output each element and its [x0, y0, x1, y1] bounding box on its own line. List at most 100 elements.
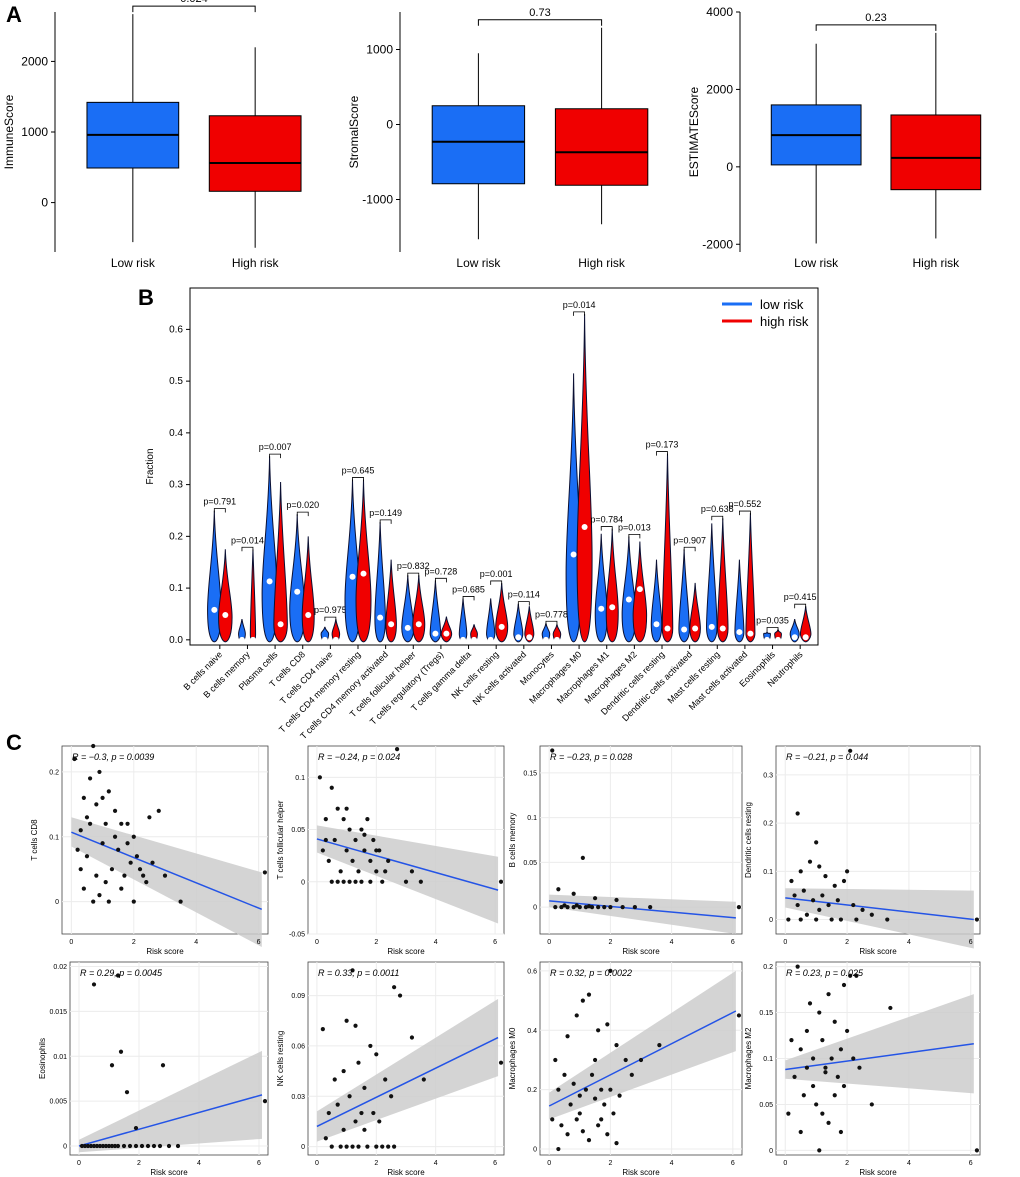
- scatter-chart-c4: 0 2 4 6 0 0.1 0.2 0.3 Risk score Dendritic cells …: [744, 746, 980, 956]
- data-point: [330, 880, 334, 884]
- data-point: [179, 899, 183, 903]
- data-point: [814, 1102, 818, 1106]
- y-tick-label: 0.2: [763, 964, 773, 971]
- p-value-label: p=0.114: [508, 590, 540, 600]
- y-tick-label: 0.6: [527, 968, 537, 975]
- data-point: [845, 869, 849, 873]
- data-point: [851, 903, 855, 907]
- y-tick-label: 0.05: [291, 827, 305, 834]
- data-point: [842, 1084, 846, 1088]
- violin-high-median: [582, 524, 588, 530]
- data-point: [602, 1102, 606, 1106]
- x-axis-label: Risk score: [146, 947, 184, 956]
- violin-high-median: [333, 637, 339, 643]
- y-tick-label: 0: [41, 196, 48, 210]
- data-point: [611, 1111, 615, 1115]
- data-point: [805, 1066, 809, 1070]
- p-value-label: p=0.645: [342, 465, 375, 475]
- data-point: [789, 1038, 793, 1042]
- data-point: [368, 859, 372, 863]
- y-tick-label: 0.1: [295, 775, 305, 782]
- data-point: [362, 1128, 366, 1132]
- scatter-chart-c6: 0 2 4 6 0 0.03 0.06 0.09 Risk score NK cells rest…: [276, 962, 504, 1177]
- y-tick-label: 0.2: [49, 769, 59, 776]
- y-tick-label: 0.3: [169, 480, 183, 491]
- data-point: [562, 903, 566, 907]
- data-point: [100, 841, 104, 845]
- data-point: [91, 899, 95, 903]
- data-point: [737, 1013, 741, 1017]
- violin-high: [219, 549, 233, 642]
- p-value-label: p=0.173: [646, 440, 679, 450]
- data-point: [353, 1119, 357, 1123]
- correlation-annotation: R = −0.24, p = 0.024: [318, 752, 400, 762]
- violin-high-median: [361, 571, 367, 577]
- violin-low-median: [571, 551, 577, 557]
- y-tick-label: 4000: [706, 5, 733, 19]
- data-point: [608, 1088, 612, 1092]
- data-point: [353, 880, 357, 884]
- data-point: [419, 880, 423, 884]
- data-point: [176, 1144, 180, 1148]
- scatter-chart-c7: 0 2 4 600.20.40.6Risk scoreMacrophages M0R …: [508, 962, 742, 1177]
- data-point: [374, 1052, 378, 1056]
- correlation-annotation: R = 0.23, p = 0.025: [786, 968, 864, 978]
- data-point: [104, 880, 108, 884]
- violin-low-median: [736, 629, 742, 635]
- data-point: [830, 917, 834, 921]
- x-tick-label: 4: [907, 1160, 911, 1167]
- violin-high-median: [803, 634, 809, 640]
- data-point: [88, 776, 92, 780]
- y-tick-label: 0: [301, 879, 305, 886]
- data-point: [342, 1069, 346, 1073]
- y-tick-label: 0.2: [527, 1087, 537, 1094]
- data-point: [138, 867, 142, 871]
- p-bracket: [463, 596, 474, 600]
- data-point: [799, 917, 803, 921]
- y-axis-label: ImmuneScore: [2, 94, 16, 169]
- data-point: [119, 887, 123, 891]
- data-point: [614, 1141, 618, 1145]
- data-point: [85, 854, 89, 858]
- data-point: [799, 869, 803, 873]
- data-point: [110, 867, 114, 871]
- data-point: [584, 1088, 588, 1092]
- data-point: [386, 859, 390, 863]
- data-point: [786, 917, 790, 921]
- data-point: [116, 848, 120, 852]
- violin-low: [402, 575, 414, 642]
- data-point: [599, 1088, 603, 1092]
- violin-high: [302, 536, 314, 641]
- data-point: [624, 1058, 628, 1062]
- violin-high: [577, 314, 592, 642]
- data-point: [327, 859, 331, 863]
- y-tick-label: 0.4: [169, 428, 183, 439]
- x-tick-label: 4: [434, 1160, 438, 1167]
- violin-low: [487, 598, 495, 641]
- data-point: [802, 889, 806, 893]
- x-tick-label: 2: [845, 939, 849, 946]
- violin-high-median: [609, 604, 615, 610]
- data-point: [129, 861, 133, 865]
- scatter-chart-c5: 0 2 4 600.0050.010.0150.02Risk scoreEosinop…: [38, 962, 268, 1177]
- y-tick-label: 0.005: [49, 1099, 67, 1106]
- data-point: [587, 1138, 591, 1142]
- data-point: [113, 809, 117, 813]
- data-point: [814, 917, 818, 921]
- data-point: [125, 822, 129, 826]
- data-point: [128, 1144, 132, 1148]
- data-point: [811, 898, 815, 902]
- x-axis-label: Risk score: [387, 947, 425, 956]
- data-point: [608, 905, 612, 909]
- violin-high: [662, 454, 673, 642]
- data-point: [602, 905, 606, 909]
- x-tick-label: 4: [197, 1160, 201, 1167]
- violin-low-median: [488, 637, 494, 643]
- violin-low-median: [377, 615, 383, 621]
- y-tick-label: 0.02: [53, 964, 67, 971]
- x-tick-label: 0: [315, 939, 319, 946]
- p-value-label: 0.23: [865, 12, 886, 24]
- data-point: [572, 892, 576, 896]
- p-value-label: p=0.728: [425, 566, 458, 576]
- significance-bracket: [133, 6, 255, 12]
